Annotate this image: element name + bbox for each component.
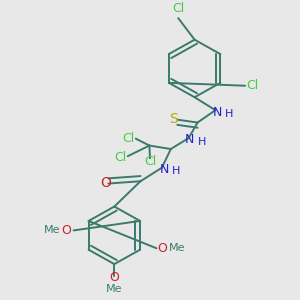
Text: O: O (100, 176, 111, 190)
Text: H: H (172, 166, 180, 176)
Text: N: N (160, 163, 169, 176)
Text: H: H (225, 109, 233, 118)
Text: Me: Me (44, 225, 60, 236)
Text: Cl: Cl (114, 151, 126, 164)
Text: S: S (169, 112, 178, 126)
Text: O: O (110, 271, 119, 284)
Text: N: N (212, 106, 222, 119)
Text: O: O (158, 242, 168, 255)
Text: Cl: Cl (122, 132, 134, 145)
Text: Me: Me (106, 284, 123, 294)
Text: N: N (185, 133, 194, 146)
Text: O: O (61, 224, 70, 237)
Text: Cl: Cl (144, 155, 156, 169)
Text: H: H (198, 136, 206, 146)
Text: Me: Me (168, 243, 185, 253)
Text: Cl: Cl (246, 79, 258, 92)
Text: Cl: Cl (172, 2, 184, 15)
